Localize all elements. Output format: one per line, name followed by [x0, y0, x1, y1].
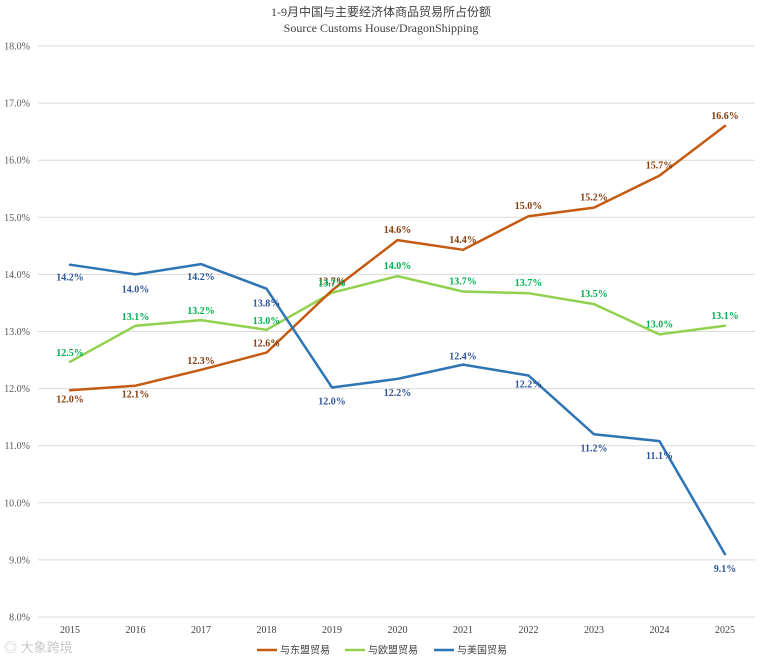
data-label: 15.7% — [646, 161, 674, 172]
x-axis: 2015 2016 2017 2018 2019 2020 2021 2022 2023 2024… — [60, 625, 735, 636]
data-label: 12.6% — [253, 339, 281, 350]
data-label: 12.1% — [122, 390, 150, 401]
y-tick-label: 17.0% — [4, 99, 30, 110]
x-tick-label: 2024 — [650, 625, 670, 636]
watermark-text: 大象跨境 — [20, 640, 73, 655]
y-tick-label: 16.0% — [4, 156, 30, 167]
data-label: 9.1% — [714, 564, 737, 575]
series-line — [68, 262, 727, 556]
data-label: 14.4% — [449, 235, 477, 246]
y-axis: 8.0% 9.0% 10.0% 11.0% 12.0% 13.0% 14.0% 15.0% 16… — [4, 42, 30, 624]
data-label: 12.5% — [56, 348, 84, 359]
x-tick-label: 2018 — [257, 625, 277, 636]
y-tick-label: 14.0% — [4, 270, 30, 281]
x-tick-label: 2019 — [322, 625, 342, 636]
grid — [38, 45, 755, 618]
y-tick-label: 8.0% — [9, 613, 30, 624]
x-tick-label: 2017 — [191, 625, 211, 636]
data-label: 14.0% — [384, 261, 412, 272]
data-label: 13.1% — [711, 311, 739, 322]
y-tick-label: 11.0% — [5, 441, 30, 452]
data-label: 13.2% — [187, 306, 215, 317]
series-line — [68, 274, 727, 364]
data-label: 11.1% — [646, 451, 673, 462]
data-label: 15.2% — [580, 193, 608, 204]
data-label: 15.0% — [515, 201, 543, 212]
legend: 与东盟贸易 与欧盟贸易 与美国贸易 — [257, 644, 507, 657]
x-tick-label: 2025 — [715, 625, 735, 636]
x-tick-label: 2016 — [126, 625, 146, 636]
data-label: 14.0% — [122, 284, 150, 295]
data-label: 14.2% — [56, 273, 84, 284]
y-tick-label: 18.0% — [4, 42, 30, 53]
data-label: 13.1% — [122, 312, 150, 323]
legend-label: 与欧盟贸易 — [368, 645, 418, 657]
y-tick-label: 15.0% — [4, 213, 30, 224]
legend-label: 与美国贸易 — [457, 644, 507, 657]
data-labels: 12.0% 12.1% 12.3% 12.6% 13.7% 14.6% 14.4% 15.0%… — [56, 111, 739, 575]
data-label: 12.4% — [449, 352, 477, 363]
series-lines — [68, 124, 727, 556]
data-label: 12.2% — [515, 379, 543, 390]
camera-icon: ◎ — [4, 640, 18, 655]
data-label: 12.2% — [384, 388, 412, 399]
data-label: 14.2% — [187, 272, 215, 283]
x-tick-label: 2022 — [519, 625, 539, 636]
legend-label: 与东盟贸易 — [280, 644, 330, 657]
data-label: 11.2% — [581, 443, 608, 454]
data-label: 13.5% — [580, 289, 608, 300]
data-label: 13.8% — [253, 299, 281, 310]
series-line — [68, 124, 727, 392]
y-tick-label: 10.0% — [4, 498, 30, 509]
data-label: 12.0% — [56, 394, 84, 405]
data-label: 13.0% — [646, 319, 674, 330]
chart-subtitle: Source Customs House/DragonShipping — [284, 21, 479, 35]
y-tick-label: 12.0% — [4, 384, 30, 395]
data-label: 13.7% — [515, 278, 543, 289]
data-label: 12.0% — [318, 396, 346, 407]
data-label: 16.6% — [711, 111, 739, 122]
data-label: 13.7% — [449, 277, 477, 288]
data-label: 13.7% — [318, 276, 346, 287]
x-tick-label: 2015 — [60, 625, 80, 636]
data-label: 14.6% — [384, 225, 412, 236]
watermark-logo: ◎ 大象跨境 — [4, 637, 73, 656]
chart-title: 1-9月中国与主要经济体商品贸易所占份额 — [271, 4, 491, 19]
y-tick-label: 9.0% — [9, 555, 30, 566]
x-tick-label: 2020 — [388, 625, 408, 636]
x-tick-label: 2021 — [453, 625, 473, 636]
data-label: 12.3% — [187, 356, 215, 367]
data-label: 13.0% — [253, 316, 281, 327]
x-tick-label: 2023 — [584, 625, 604, 636]
data-label: 13.7% — [318, 279, 346, 290]
y-tick-label: 13.0% — [4, 327, 30, 338]
